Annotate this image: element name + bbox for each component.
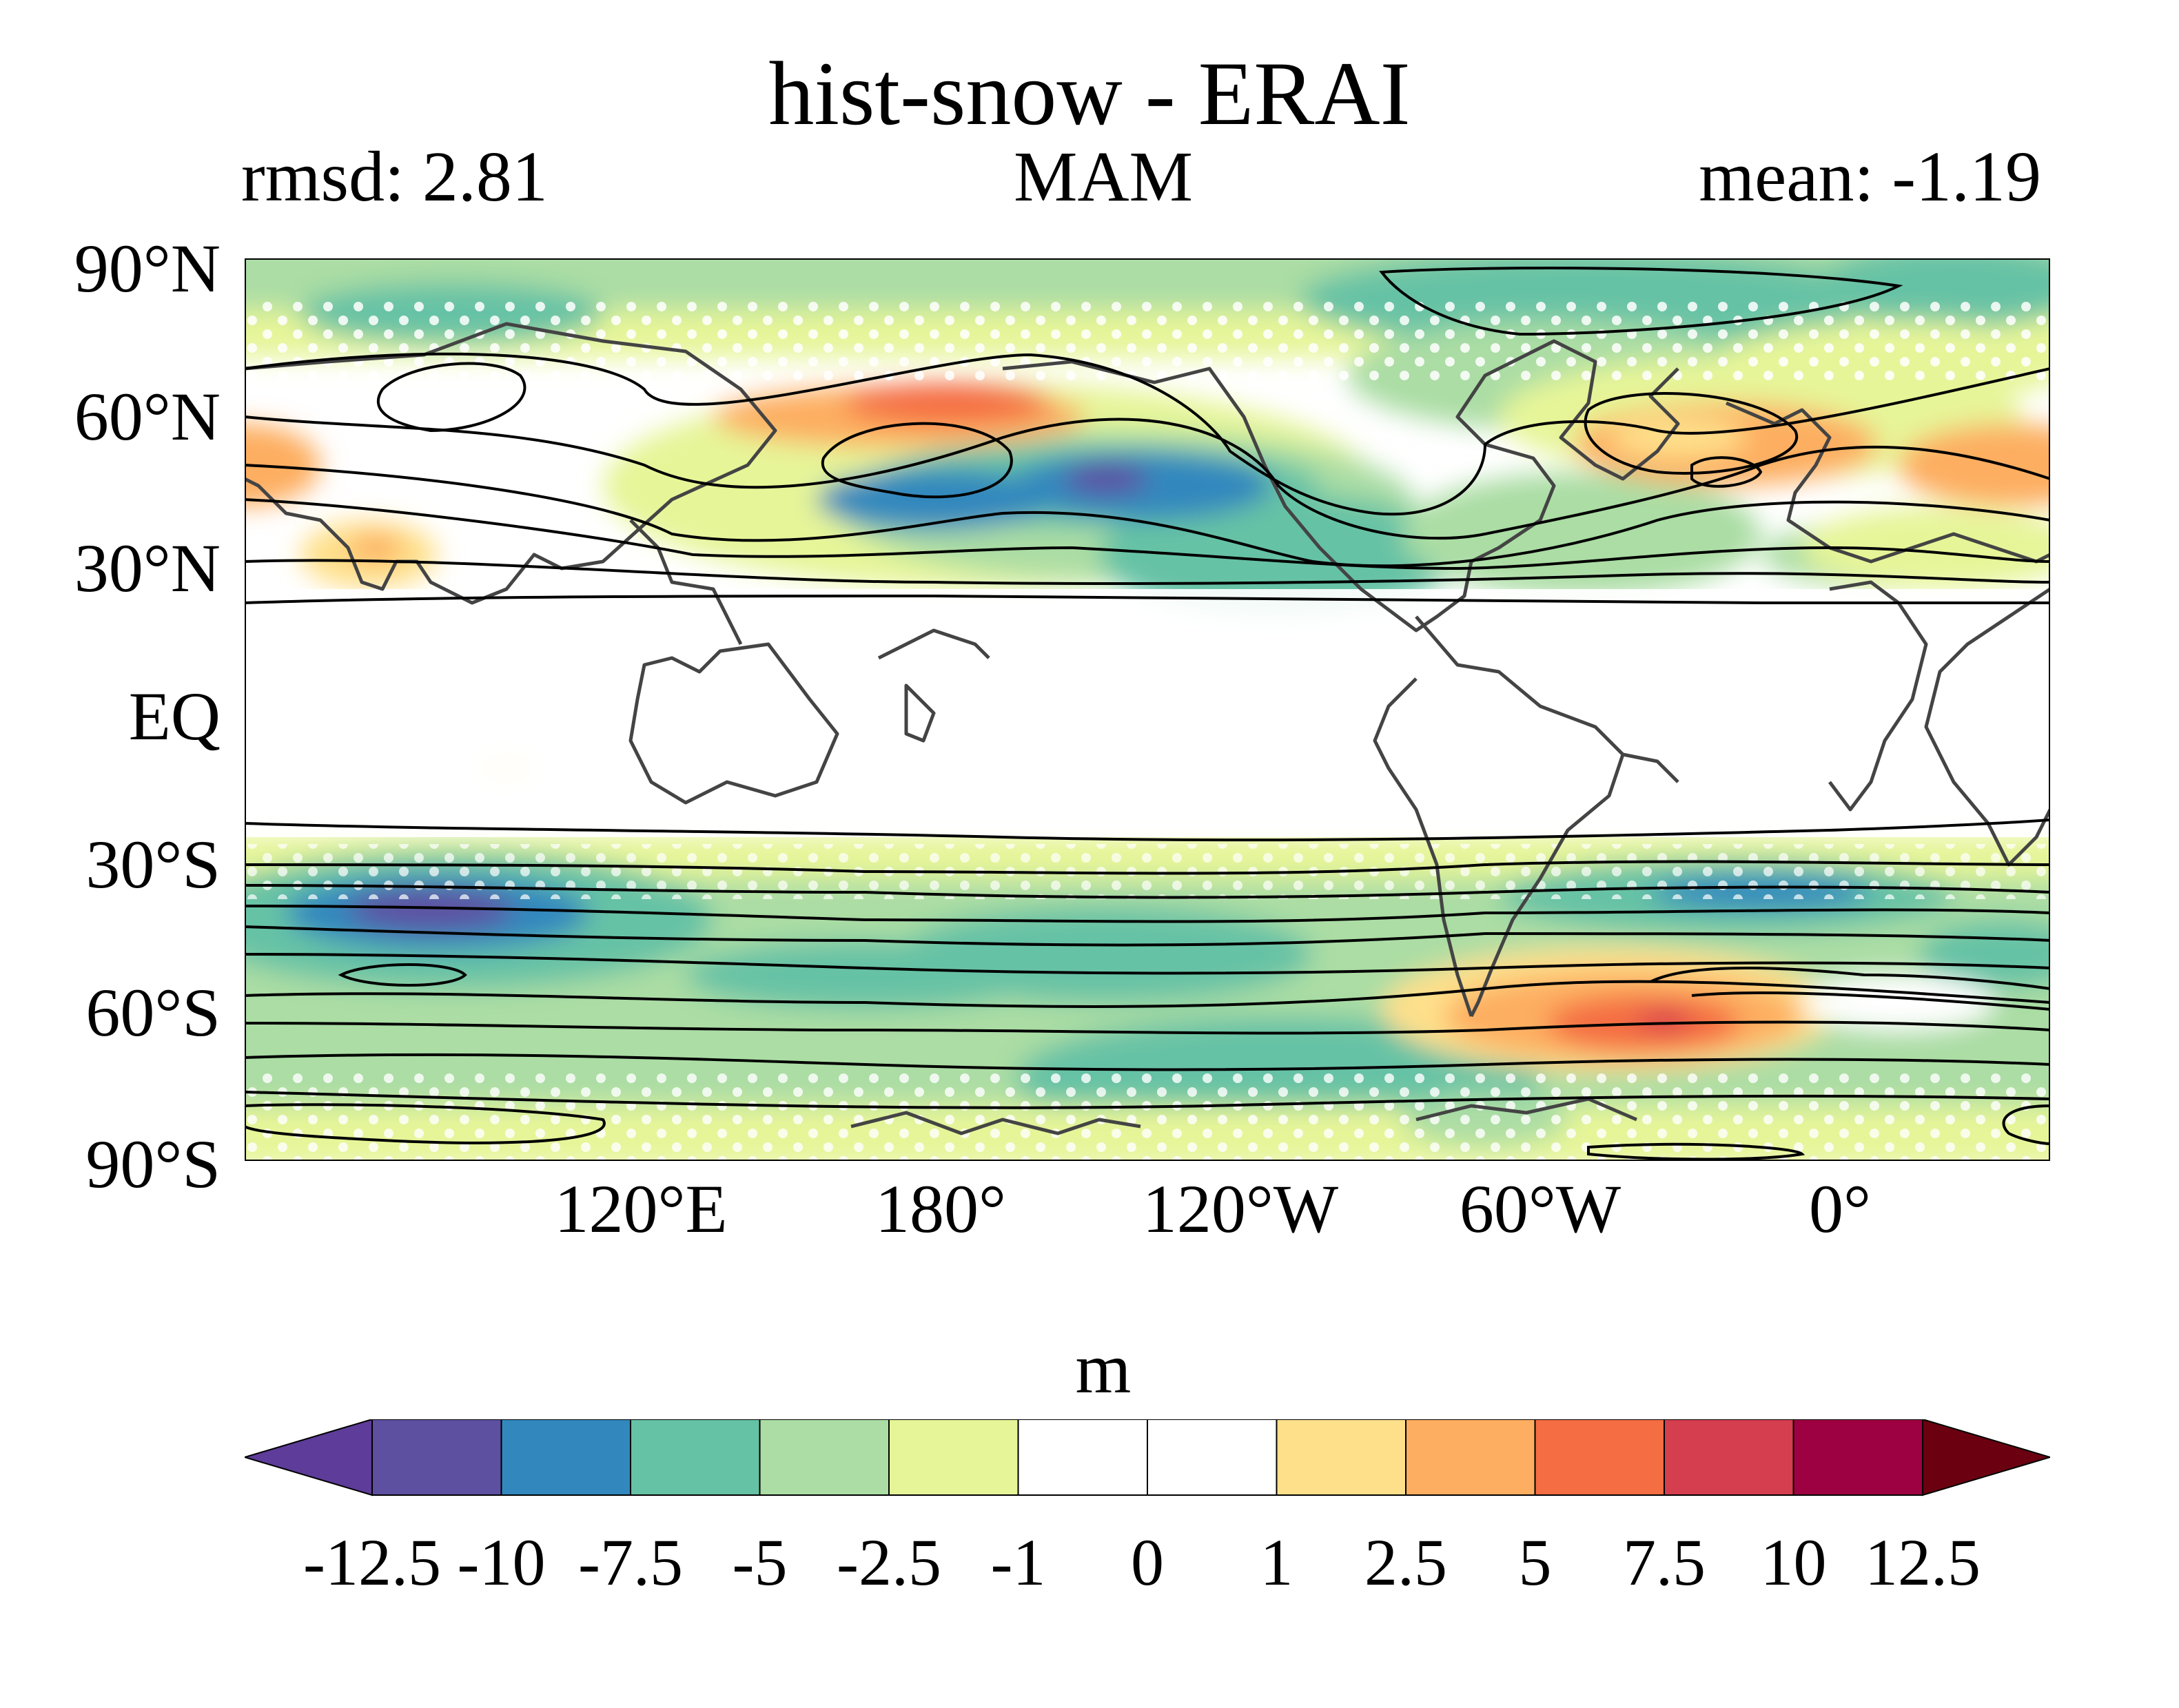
lat-label-90n: 90°N: [74, 230, 221, 307]
colorbar-segment: [500, 1419, 631, 1496]
colorbar-tick-label: -2.5: [837, 1525, 941, 1599]
colorbar-segment: [1664, 1419, 1794, 1496]
colorbar-segment: [888, 1419, 1019, 1496]
colorbar-tick-label: -12.5: [303, 1525, 441, 1599]
colorbar: [245, 1419, 2050, 1496]
colorbar-segment: [371, 1419, 502, 1496]
plot-title: hist-snow - ERAI: [768, 43, 1411, 144]
colorbar-extend-high: [1922, 1419, 2050, 1496]
lat-label-eq: EQ: [128, 678, 221, 754]
colorbar-tick-label: 5: [1518, 1525, 1552, 1599]
colorbar-tick-label: -10: [457, 1525, 546, 1599]
colorbar-tick-label: 7.5: [1623, 1525, 1706, 1599]
stippling-southern-ocean: [245, 1071, 2050, 1161]
colorbar-units: m: [1075, 1329, 1132, 1408]
colorbar-tick-label: 1: [1260, 1525, 1293, 1599]
lat-label-90s: 90°S: [85, 1126, 221, 1202]
colorbar-tick-label: 12.5: [1865, 1525, 1981, 1599]
mean-label: mean: -1.19: [1699, 137, 2041, 216]
colorbar-tick-label: -1: [990, 1525, 1046, 1599]
lon-label-60w: 60°W: [1459, 1171, 1622, 1247]
colorbar-segment: [630, 1419, 761, 1496]
stippling-south: [245, 844, 2050, 899]
lat-label-30s: 30°S: [85, 826, 221, 903]
colorbar-tick-label: 2.5: [1364, 1525, 1447, 1599]
lon-label-0: 0°: [1809, 1171, 1871, 1247]
colorbar-extend-low: [245, 1419, 373, 1496]
colorbar-segment: [1017, 1419, 1148, 1496]
stippling-north: [245, 300, 2050, 382]
lat-label-30n: 30°N: [74, 530, 221, 606]
map-panel: [245, 258, 2050, 1161]
rmsd-label: rmsd: 2.81: [241, 137, 548, 216]
lon-label-180: 180°: [875, 1171, 1006, 1247]
colorbar-segment: [1792, 1419, 1923, 1496]
colorbar-segment: [1405, 1419, 1536, 1496]
colorbar-segment: [1147, 1419, 1278, 1496]
colorbar-segment: [759, 1419, 890, 1496]
lat-label-60n: 60°N: [74, 378, 221, 455]
colorbar-segment: [1534, 1419, 1665, 1496]
lon-label-120e: 120°E: [554, 1171, 728, 1247]
colorbar-tick-label: -5: [732, 1525, 788, 1599]
colorbar-tick-label: 10: [1760, 1525, 1827, 1599]
colorbar-tick-label: 0: [1131, 1525, 1164, 1599]
lat-label-60s: 60°S: [85, 974, 221, 1051]
season-label: MAM: [1013, 137, 1194, 216]
colorbar-tick-label: -7.5: [578, 1525, 683, 1599]
colorbar-segment: [1276, 1419, 1406, 1496]
contours: [245, 267, 2050, 1161]
lon-label-120w: 120°W: [1142, 1171, 1339, 1247]
